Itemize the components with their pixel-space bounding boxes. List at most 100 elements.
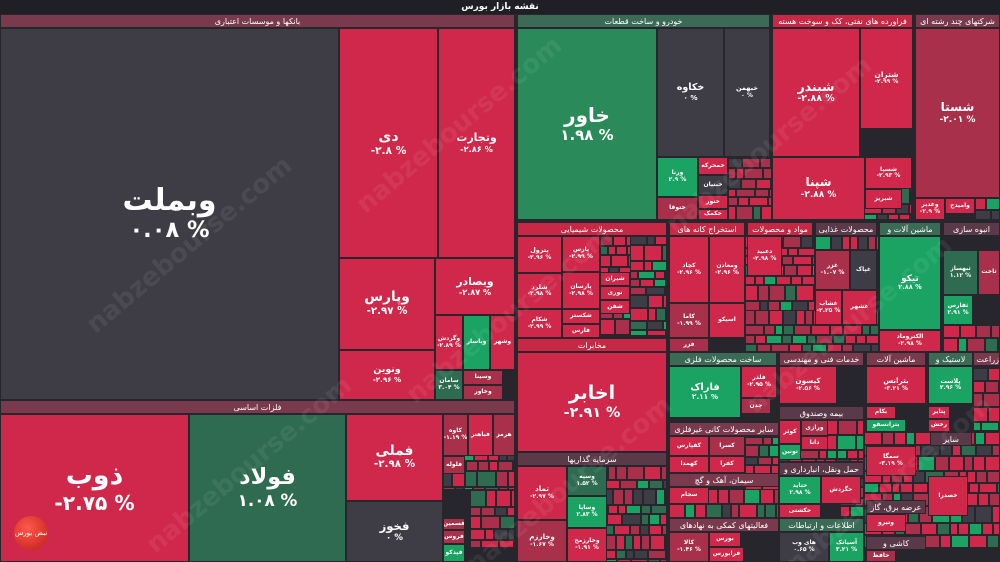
stock-tile-asiatech[interactable]: آسیاتک ۳.۲۱ % — [829, 532, 864, 562]
stock-tile-ptayer[interactable]: پتایر — [928, 406, 950, 419]
small-stock-tile[interactable] — [496, 471, 508, 487]
small-stock-tile[interactable] — [858, 459, 864, 462]
small-stock-tile[interactable] — [655, 236, 667, 245]
small-stock-tile[interactable] — [644, 245, 662, 261]
small-stock-tile[interactable] — [776, 276, 791, 285]
small-stock-tile[interactable] — [909, 204, 912, 214]
small-stock-tile[interactable] — [796, 285, 814, 301]
small-stock-tile[interactable] — [615, 319, 630, 335]
small-stock-tile[interactable] — [950, 523, 958, 535]
stock-tile-sejam[interactable]: سجام — [669, 487, 709, 504]
small-stock-tile[interactable] — [967, 338, 985, 352]
stock-tile-petrol[interactable]: پترول -۲.۹۶ % — [517, 236, 562, 273]
small-stock-tile[interactable] — [798, 248, 815, 256]
small-stock-tile[interactable] — [744, 168, 763, 179]
small-stock-tile[interactable] — [758, 457, 772, 465]
stock-tile-vsapa[interactable]: وساپا ۲.۸۳ % — [567, 496, 607, 528]
small-stock-tile[interactable] — [888, 214, 899, 220]
small-stock-tile[interactable] — [813, 236, 815, 248]
small-stock-tile[interactable] — [739, 504, 757, 518]
small-stock-tile[interactable] — [728, 179, 741, 189]
stock-tile-vkhavar[interactable]: وخاور — [463, 385, 503, 400]
stock-tile-daabid[interactable]: دعبید -۲.۹۸ % — [747, 236, 782, 276]
small-stock-tile[interactable] — [830, 325, 843, 335]
small-stock-tile[interactable] — [899, 214, 910, 220]
small-stock-tile[interactable] — [988, 368, 1000, 381]
stock-tile-semga[interactable]: سمگا -۳.۱۹ % — [866, 446, 916, 476]
small-stock-tile[interactable] — [656, 489, 665, 505]
small-stock-tile[interactable] — [652, 261, 667, 271]
stock-tile-kahamda[interactable]: کهمدا — [669, 456, 709, 473]
stock-tile-hormoz[interactable]: هرمز — [493, 414, 515, 456]
small-stock-tile[interactable] — [499, 540, 514, 548]
small-stock-tile[interactable] — [850, 236, 858, 250]
sector-header-auto[interactable]: خودرو و ساخت قطعات — [517, 14, 770, 28]
small-stock-tile[interactable] — [800, 450, 819, 459]
stock-tile-dey[interactable]: دی -۲.۸ % — [339, 28, 438, 258]
small-stock-tile[interactable] — [633, 535, 641, 550]
small-stock-tile[interactable] — [769, 189, 772, 197]
small-stock-tile[interactable] — [791, 276, 802, 285]
stock-tile-ghazar[interactable]: غزر -۱.۰۷ % — [815, 250, 850, 290]
small-stock-tile[interactable] — [758, 285, 769, 301]
small-stock-tile[interactable] — [921, 523, 937, 535]
small-stock-tile[interactable] — [600, 335, 609, 337]
small-stock-tile[interactable] — [766, 335, 782, 344]
small-stock-tile[interactable] — [973, 393, 983, 407]
small-stock-tile[interactable] — [470, 540, 481, 548]
stock-tile-ghshahr[interactable]: غشهر — [842, 290, 877, 325]
stock-tile-vpasar[interactable]: وپاسار — [463, 315, 490, 370]
small-stock-tile[interactable] — [801, 236, 813, 248]
stock-tile-shabriz[interactable]: شبریز — [865, 189, 902, 209]
small-stock-tile[interactable] — [921, 445, 940, 456]
stock-tile-rakhsh[interactable]: رخش — [928, 419, 950, 432]
small-stock-tile[interactable] — [802, 344, 812, 352]
small-stock-tile[interactable] — [729, 489, 744, 504]
small-stock-tile[interactable] — [768, 197, 772, 206]
small-stock-tile[interactable] — [870, 325, 879, 335]
small-stock-tile[interactable] — [772, 437, 779, 445]
stock-tile-vbmellat[interactable]: وبملت ۰.۰۸ % — [0, 28, 339, 400]
small-stock-tile[interactable] — [985, 432, 1000, 445]
small-stock-tile[interactable] — [498, 461, 513, 471]
small-stock-tile[interactable] — [785, 285, 796, 301]
small-stock-tile[interactable] — [913, 483, 928, 493]
small-stock-tile[interactable] — [775, 325, 783, 335]
stock-tile-asiko[interactable]: اسیکو — [709, 303, 745, 338]
small-stock-tile[interactable] — [984, 431, 992, 433]
stock-tile-vghadir[interactable]: وغدیر -۲.۹ % — [915, 198, 945, 220]
small-stock-tile[interactable] — [952, 445, 961, 456]
stock-tile-kafpars[interactable]: کفپارس — [669, 436, 709, 456]
small-stock-tile[interactable] — [753, 206, 761, 220]
small-stock-tile[interactable] — [918, 456, 935, 471]
small-stock-tile[interactable] — [812, 265, 815, 276]
small-stock-tile[interactable] — [982, 523, 993, 535]
small-stock-tile[interactable] — [647, 236, 655, 245]
small-stock-tile[interactable] — [987, 471, 1000, 483]
stock-tile-khtooga[interactable]: ختوقا — [657, 197, 698, 220]
small-stock-tile[interactable] — [470, 490, 486, 507]
small-stock-tile[interactable] — [465, 471, 477, 487]
sector-header-other[interactable]: سایر — [930, 432, 972, 446]
small-stock-tile[interactable] — [755, 189, 769, 197]
small-stock-tile[interactable] — [784, 265, 797, 276]
small-stock-tile[interactable] — [760, 489, 774, 504]
small-stock-tile[interactable] — [663, 480, 667, 489]
small-stock-tile[interactable] — [749, 197, 768, 206]
small-stock-tile[interactable] — [877, 214, 888, 220]
stock-tile-dana[interactable]: دانا — [801, 436, 828, 450]
small-stock-tile[interactable] — [736, 206, 753, 220]
small-stock-tile[interactable] — [708, 489, 718, 504]
small-stock-tile[interactable] — [755, 310, 769, 325]
small-stock-tile[interactable] — [626, 550, 634, 559]
stock-tile-varna[interactable]: ورنا ۲.۹ % — [657, 157, 698, 197]
small-stock-tile[interactable] — [879, 483, 892, 493]
small-stock-tile[interactable] — [782, 335, 792, 344]
stock-tile-hkeshti[interactable]: حکشتی — [779, 504, 821, 518]
small-stock-tile[interactable] — [738, 197, 749, 206]
small-stock-tile[interactable] — [992, 506, 1000, 523]
small-stock-tile[interactable] — [837, 435, 856, 450]
small-stock-tile[interactable] — [745, 335, 755, 344]
small-stock-tile[interactable] — [656, 308, 666, 321]
small-stock-tile[interactable] — [850, 506, 864, 517]
